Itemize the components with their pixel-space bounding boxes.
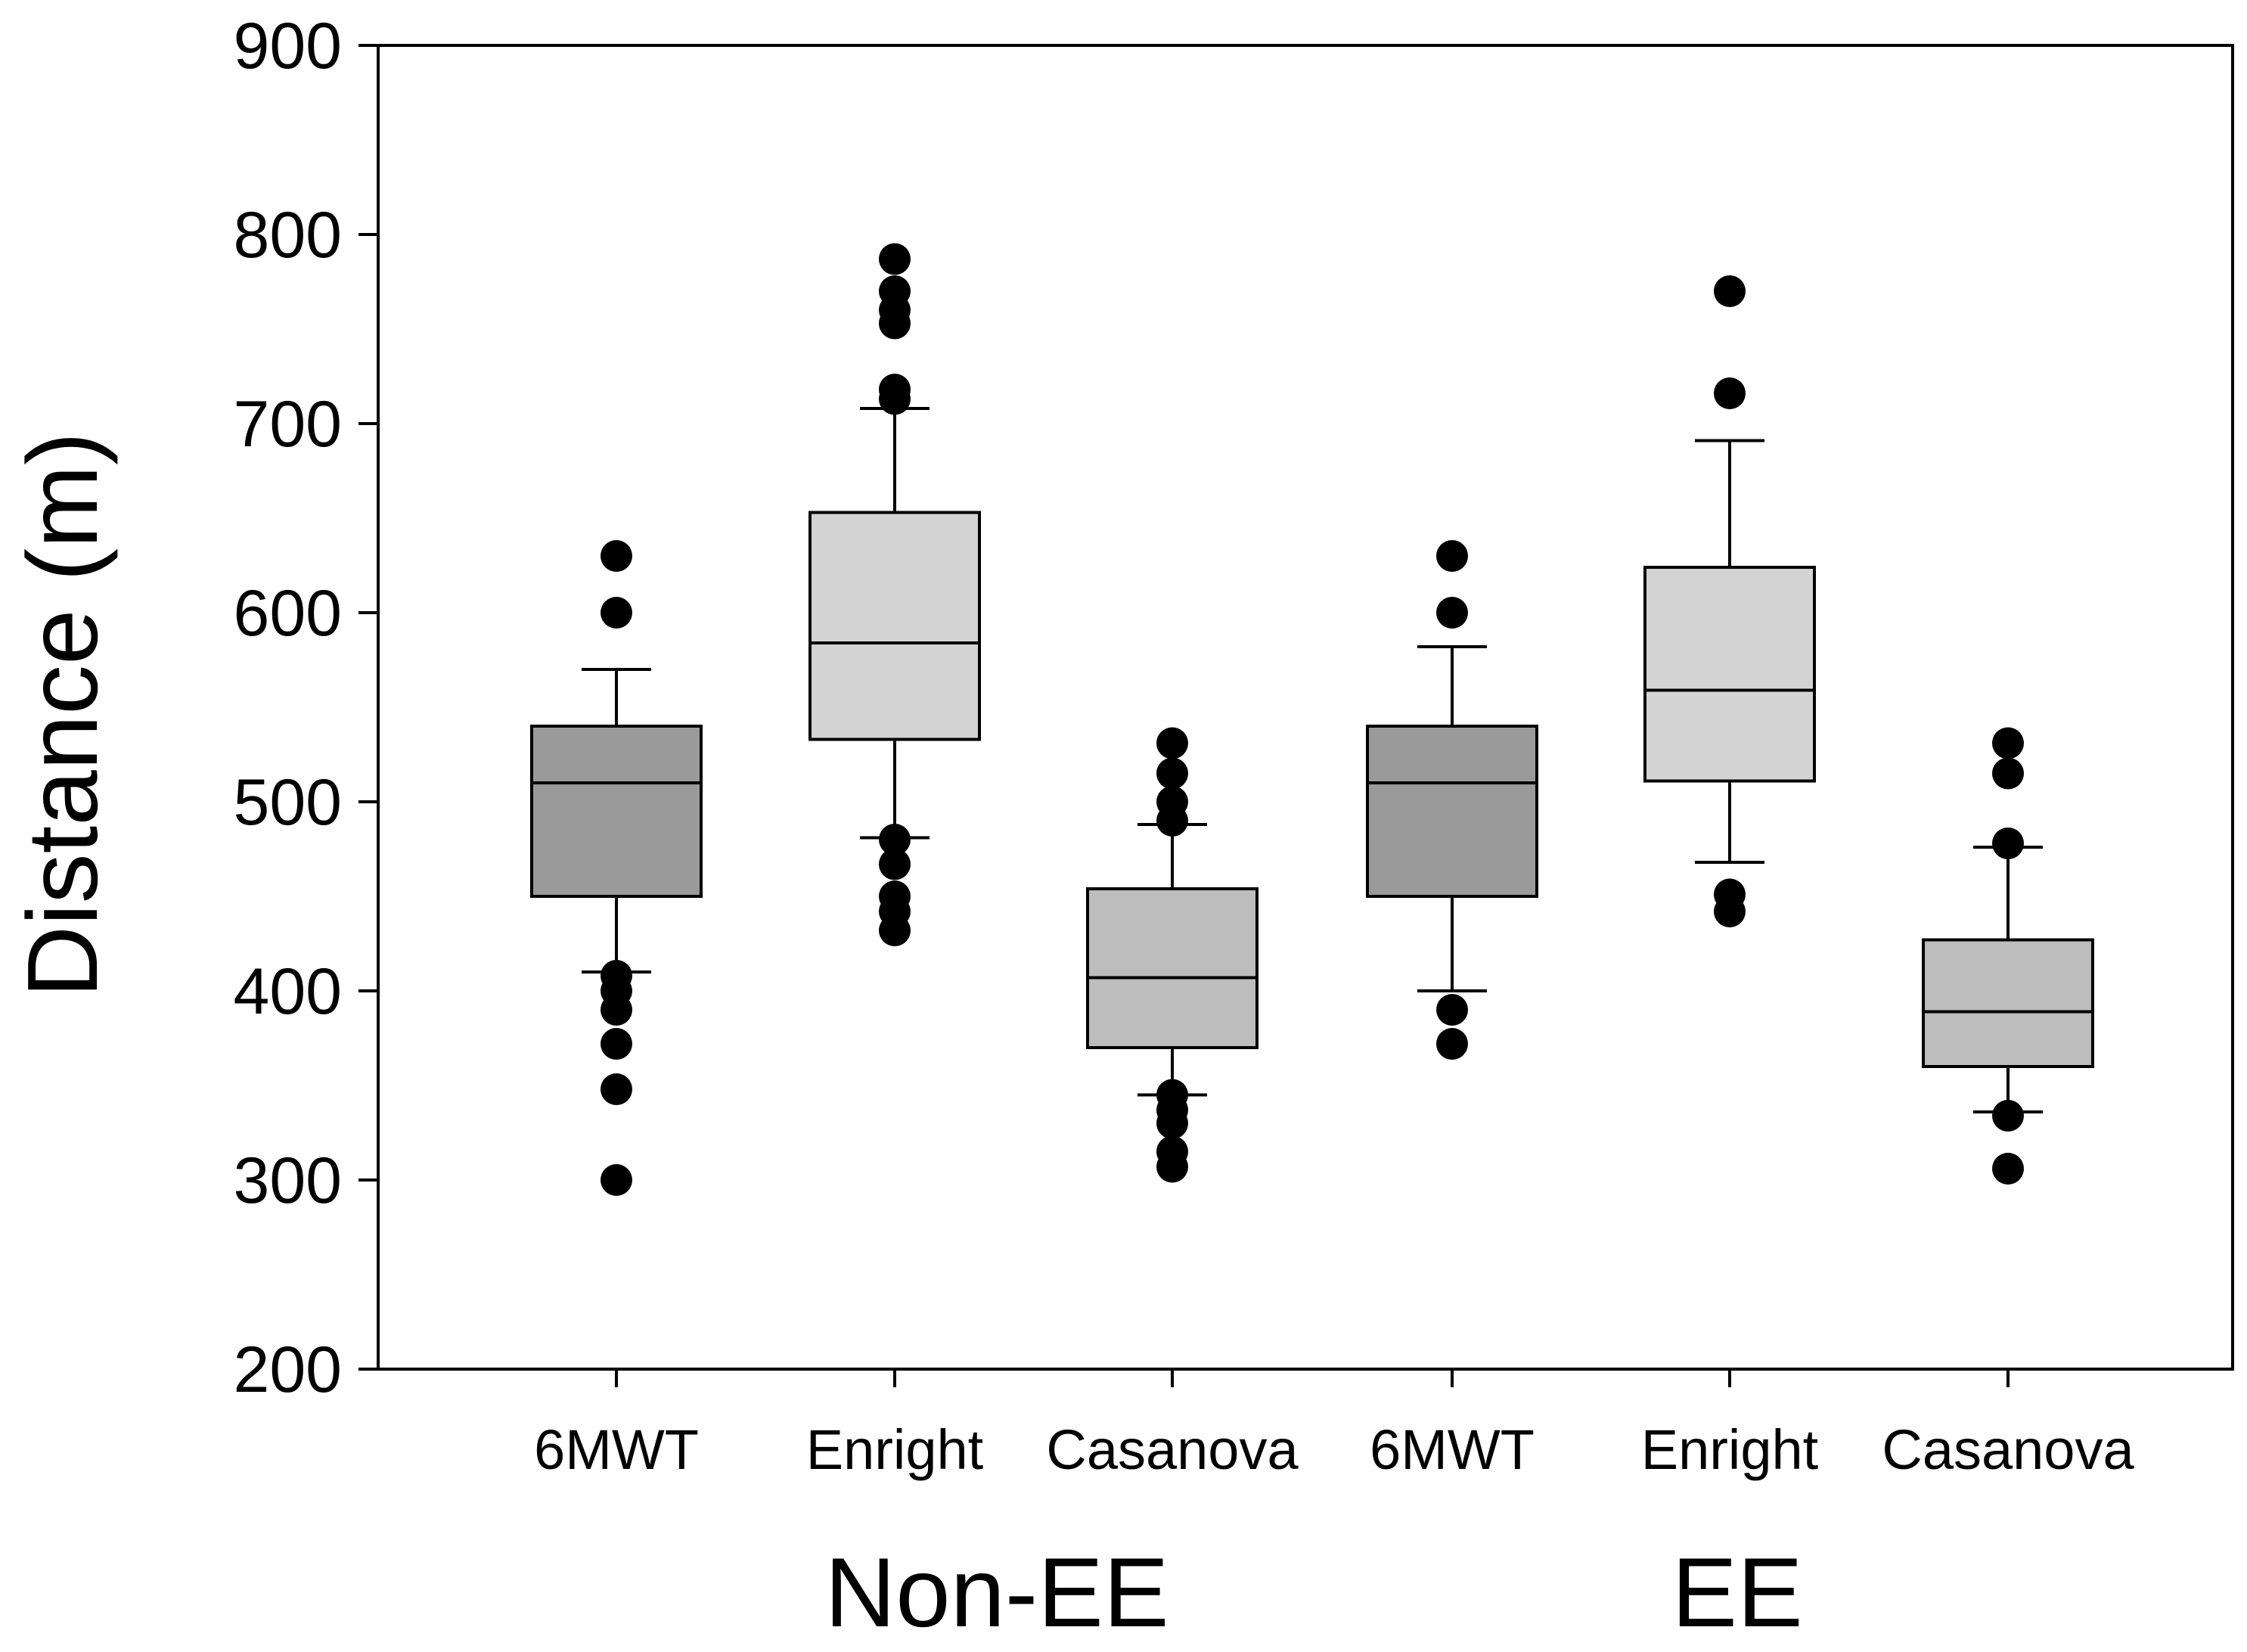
box-non-ee-6mwt (530, 725, 703, 898)
y-tick-label-900: 900 (234, 10, 343, 82)
outlier-ee-casanova-4 (1992, 1153, 2024, 1185)
outlier-ee-casanova-2 (1992, 828, 2024, 859)
outlier-non-ee-6mwt-6 (601, 1073, 632, 1105)
outlier-ee-casanova-1 (1992, 757, 2024, 790)
box-non-ee-casanova (1086, 887, 1259, 1049)
category-label-non-ee-casanova: Casanova (1046, 1418, 1299, 1481)
category-label-ee-6mwt: 6MWT (1370, 1418, 1535, 1481)
y-tick-label-400: 400 (234, 955, 343, 1028)
outlier-non-ee-casanova-0 (1156, 727, 1188, 759)
outlier-non-ee-6mwt-7 (601, 1164, 632, 1196)
box-ee-casanova (1922, 938, 2094, 1068)
category-label-ee-casanova: Casanova (1882, 1418, 2134, 1481)
box-non-ee-enright (808, 511, 981, 741)
y-tick-label-800: 800 (234, 199, 343, 272)
outlier-ee-6mwt-3 (1436, 1028, 1468, 1060)
category-label-non-ee-6mwt: 6MWT (534, 1418, 699, 1481)
outlier-non-ee-enright-5 (879, 383, 911, 415)
outlier-non-ee-enright-6 (879, 824, 911, 856)
box-ee-6mwt (1366, 725, 1538, 898)
y-tick-label-300: 300 (234, 1144, 343, 1217)
outlier-non-ee-6mwt-0 (601, 540, 632, 572)
outlier-ee-6mwt-0 (1436, 540, 1468, 572)
outlier-non-ee-casanova-1 (1156, 757, 1188, 790)
group-label-ee: EE (1671, 1537, 1802, 1647)
plot-layer: 200 300 400 500 600 700 800 900 Distance (m) 6MWT… (7, 10, 2234, 1647)
outlier-non-ee-casanova-6 (1156, 1107, 1188, 1139)
outlier-ee-6mwt-1 (1436, 597, 1468, 629)
group-label-non-ee: Non-EE (824, 1537, 1169, 1647)
outlier-ee-casanova-3 (1992, 1100, 2024, 1132)
outlier-non-ee-6mwt-4 (601, 994, 632, 1026)
y-tick-label-200: 200 (234, 1334, 343, 1406)
outlier-non-ee-6mwt-1 (601, 597, 632, 629)
outlier-ee-enright-0 (1714, 275, 1746, 307)
box-ee-enright (1643, 566, 1816, 783)
outlier-non-ee-enright-3 (879, 307, 911, 340)
category-label-non-ee-enright: Enright (806, 1418, 984, 1481)
outlier-ee-casanova-0 (1992, 727, 2024, 759)
outlier-non-ee-casanova-3 (1156, 805, 1188, 837)
outlier-non-ee-6mwt-5 (601, 1028, 632, 1060)
outlier-non-ee-casanova-8 (1156, 1150, 1188, 1183)
outlier-ee-6mwt-2 (1436, 994, 1468, 1026)
y-tick-label-500: 500 (234, 766, 343, 839)
category-label-ee-enright: Enright (1641, 1418, 1819, 1481)
plot-frame (377, 44, 2234, 1371)
y-axis-title: Distance (m) (7, 432, 118, 998)
outlier-ee-enright-3 (1714, 896, 1746, 927)
y-tick-label-600: 600 (234, 577, 343, 650)
outlier-non-ee-enright-7 (879, 848, 911, 880)
y-tick-label-700: 700 (234, 388, 343, 461)
outlier-non-ee-enright-0 (879, 243, 911, 275)
outlier-ee-enright-1 (1714, 377, 1746, 409)
outlier-non-ee-enright-10 (879, 914, 911, 946)
